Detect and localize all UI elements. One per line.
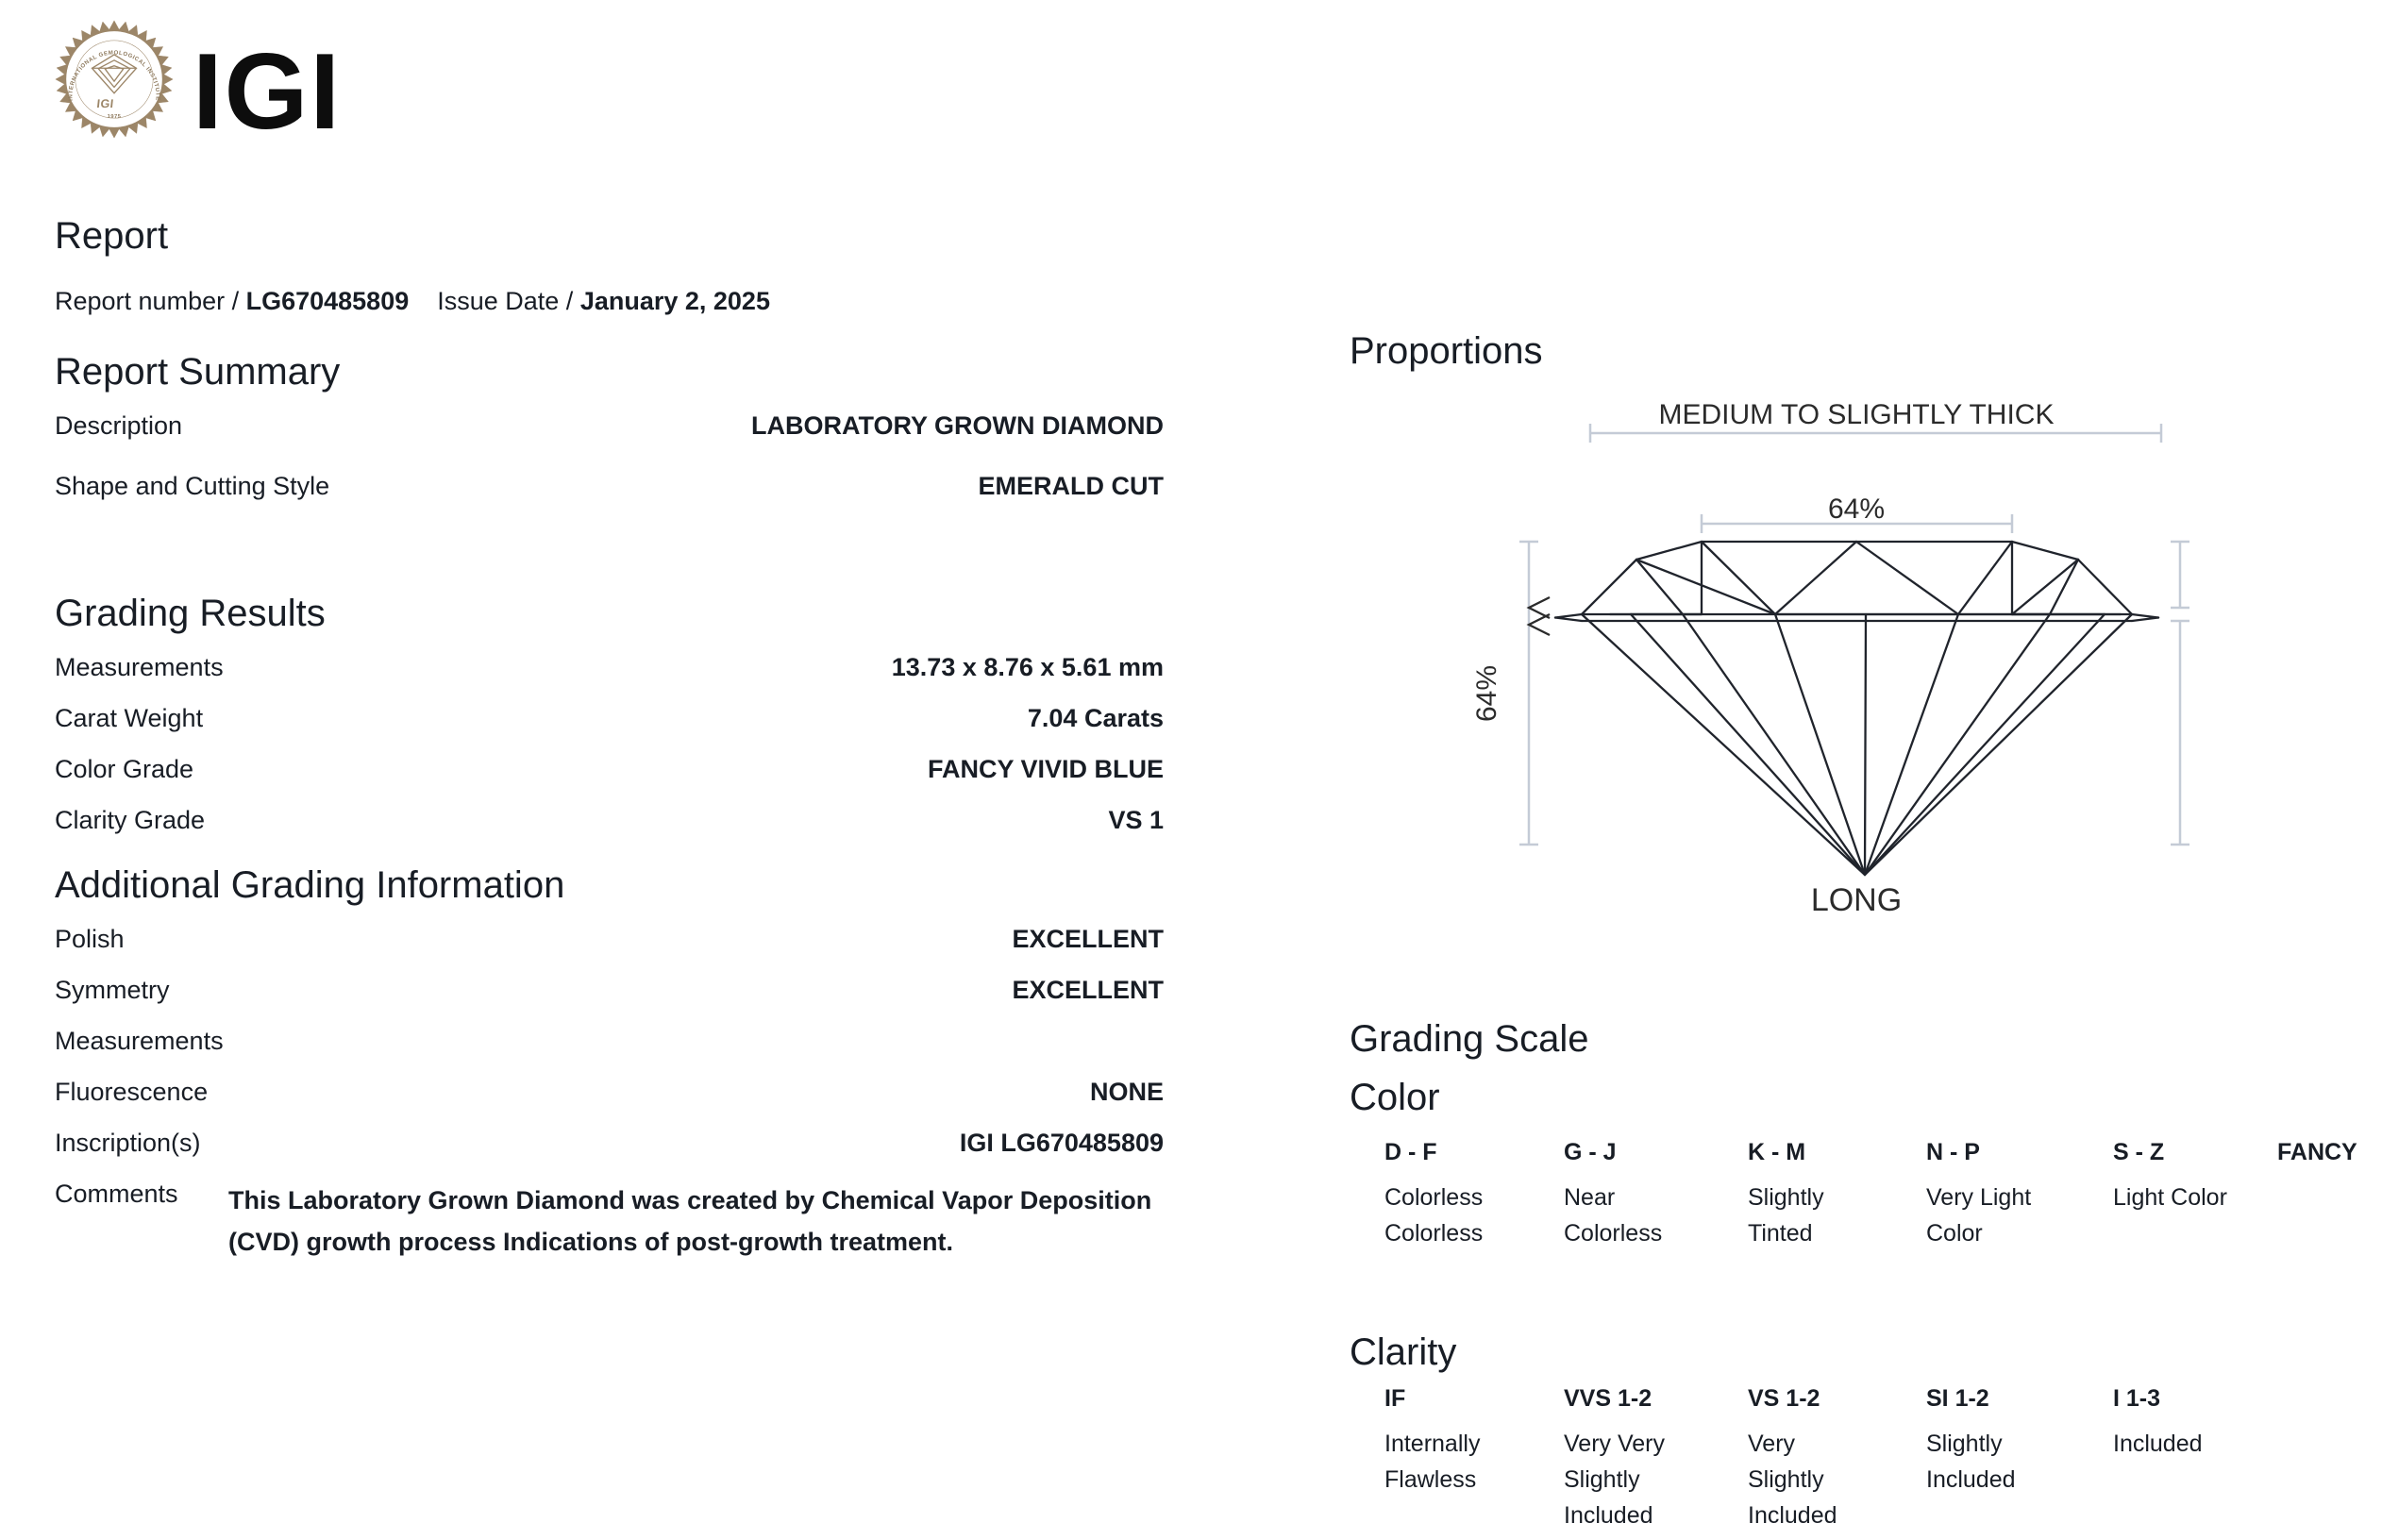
svg-text:MEDIUM TO SLIGHTLY THICK: MEDIUM TO SLIGHTLY THICK [1659,399,2055,430]
svg-text:64%: 64% [1828,494,1885,525]
svg-text:1975: 1975 [108,114,122,120]
svg-text:LONG: LONG [1811,882,1902,918]
svg-text:64%: 64% [1471,665,1502,722]
svg-text:IGI: IGI [96,97,115,110]
